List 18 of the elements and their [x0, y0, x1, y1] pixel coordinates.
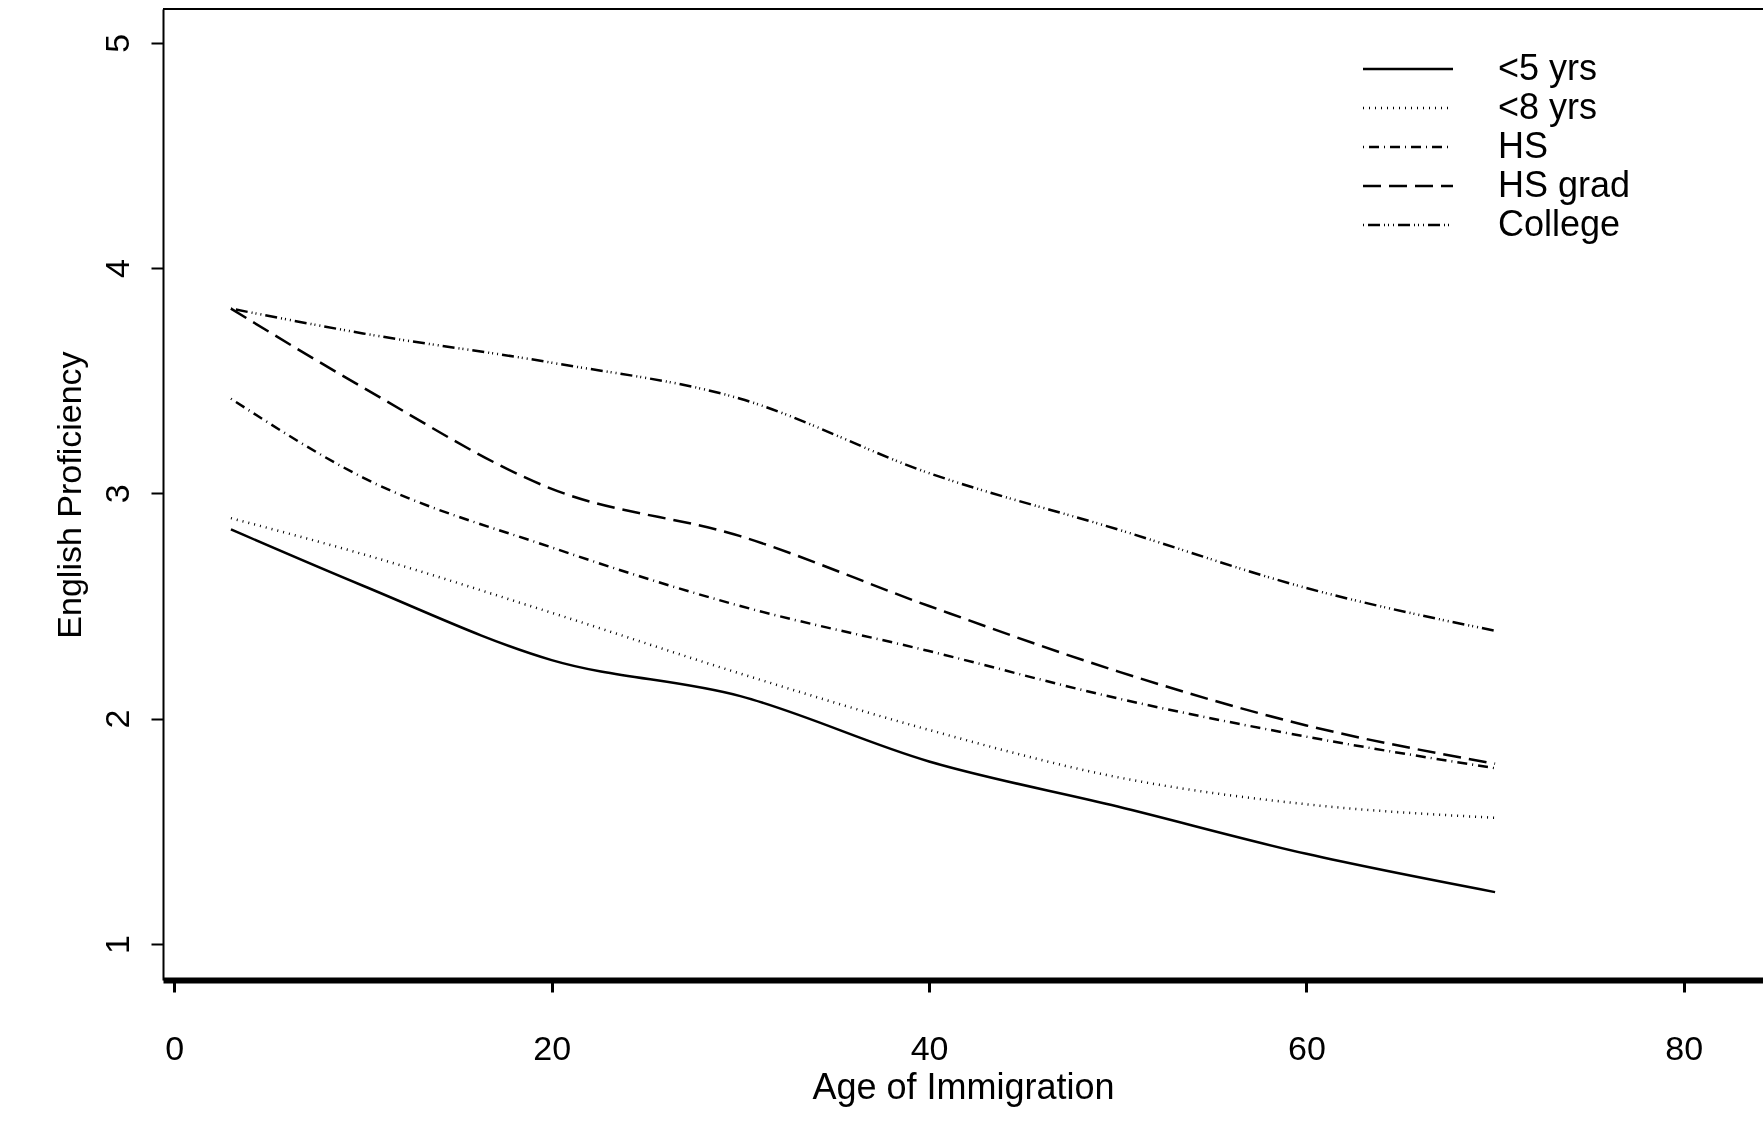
x-tick-label: 40	[910, 1028, 949, 1067]
line-series	[229, 516, 1497, 820]
y-tick-label: 3	[97, 484, 136, 504]
line-series	[229, 397, 1497, 770]
y-axis-title: English Proficiency	[49, 351, 88, 639]
line-series	[229, 528, 1497, 894]
x-tick-label: 60	[1287, 1028, 1326, 1067]
legend-label: <5 yrs	[1498, 47, 1598, 88]
x-tick-label: 80	[1665, 1028, 1704, 1067]
x-tick-label: 0	[165, 1028, 185, 1067]
x-axis-title: Age of Immigration	[812, 1065, 1115, 1107]
y-tick-label: 5	[97, 33, 136, 53]
legend-label: HS grad	[1498, 164, 1631, 205]
legend-label: HS	[1498, 125, 1549, 166]
y-tick-label: 4	[97, 259, 136, 279]
y-tick-label: 2	[97, 709, 136, 729]
y-tick-label: 1	[97, 934, 136, 954]
x-tick-label: 20	[533, 1028, 572, 1067]
